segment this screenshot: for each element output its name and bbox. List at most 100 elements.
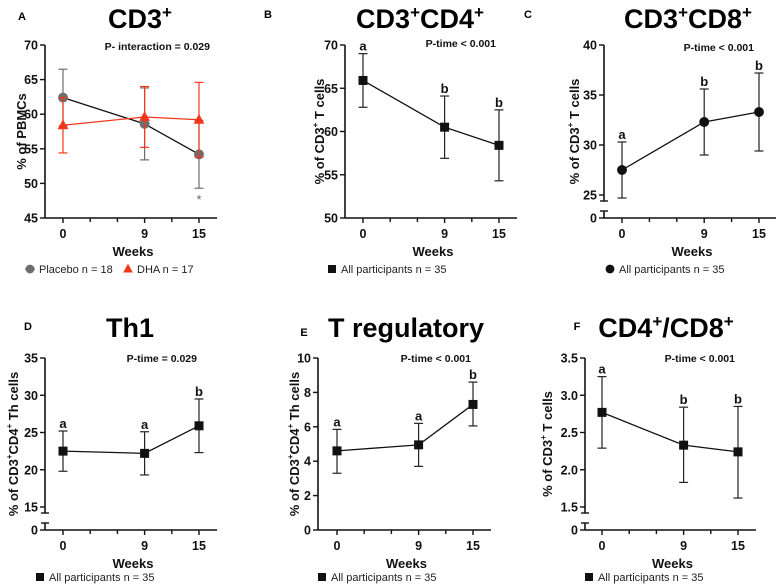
y-tick-label: 2.5 (561, 426, 578, 440)
y-tick-label: 40 (583, 39, 597, 53)
y-tick-label: 70 (324, 39, 338, 53)
significance-letter: b (469, 367, 477, 382)
significance-letter: a (141, 417, 149, 432)
y-tick-label: 30 (583, 139, 597, 153)
y-tick-label: 1.5 (561, 501, 578, 515)
data-point (358, 75, 368, 85)
y-tick-label: 0 (31, 524, 38, 538)
x-axis-title: Weeks (413, 244, 454, 259)
legend-item: All participants n = 35 (36, 572, 154, 584)
data-point (139, 111, 150, 121)
y-tick-label: 20 (24, 463, 38, 477)
legend-label: All participants n = 35 (598, 572, 703, 584)
y-tick-label: 0 (304, 524, 311, 538)
data-point (57, 119, 69, 130)
data-point (597, 407, 607, 417)
y-tick-label: 70 (24, 39, 38, 53)
significance-letter: a (618, 127, 626, 142)
y-tick-label: 10 (297, 352, 311, 366)
x-tick-label: 9 (415, 539, 422, 553)
significance-letter: b (734, 391, 742, 406)
significance-letter: b (700, 74, 708, 89)
series-line (336, 403, 474, 452)
legend-marker-circle-icon (605, 264, 615, 274)
legend-marker-square-icon (36, 573, 44, 581)
y-axis-title: % of CD3+ T cells (311, 79, 327, 185)
x-tick-label: 0 (60, 539, 67, 553)
series-dha (57, 81, 205, 158)
x-tick-label: 9 (141, 539, 148, 553)
p-value-annotation: P-time = 0.029 (127, 353, 197, 365)
x-tick-label: 9 (441, 227, 448, 241)
p-value-annotation: P- interaction = 0.029 (105, 41, 210, 53)
panel-title: CD3+ (108, 3, 172, 34)
panel-title: CD3+CD4+ (356, 3, 484, 34)
series-all (332, 381, 478, 474)
x-tick-label: 9 (141, 227, 148, 241)
panel-letter: A (18, 11, 26, 23)
legend-item: All participants n = 35 (585, 572, 703, 584)
y-tick-label: 0 (590, 212, 597, 226)
panel-title: T regulatory (328, 313, 484, 343)
y-tick-label: 25 (24, 426, 38, 440)
data-point (440, 122, 450, 132)
p-value-annotation: P-time < 0.001 (426, 38, 496, 50)
series-line (62, 116, 200, 126)
data-point (494, 140, 504, 150)
significance-letter: a (59, 416, 67, 431)
y-tick-label: 8 (304, 386, 311, 400)
x-tick-label: 15 (752, 227, 766, 241)
panel-e: E T regulatory 0 2 4 6 8 10 0 9 15 Weeks % of CD3+CD… (286, 313, 491, 584)
legend-item: All participants n = 35 (318, 572, 436, 584)
legend-label: All participants n = 35 (49, 572, 154, 584)
legend-label: DHA n = 17 (137, 264, 194, 276)
panel-title: Th1 (106, 313, 154, 343)
data-point (58, 446, 68, 456)
y-tick-label: 45 (24, 212, 38, 226)
panel-c: C CD3+CD8+ 0 25 30 35 40 0 9 15 Weeks % of CD3+ T c… (524, 3, 776, 276)
x-axis-title: Weeks (113, 556, 154, 571)
legend-label: All participants n = 35 (341, 264, 446, 276)
legend-marker-triangle-icon (123, 263, 133, 273)
significance-asterisk: * (196, 192, 201, 207)
significance-letter: a (333, 414, 341, 429)
panel-letter: E (300, 327, 307, 339)
x-axis-title: Weeks (386, 556, 427, 571)
legend-item: All participants n = 35 (328, 264, 446, 276)
panel-letter: B (264, 9, 272, 21)
y-tick-label: 25 (583, 189, 597, 203)
data-point (754, 107, 764, 117)
data-point (468, 399, 478, 409)
y-tick-label: 6 (304, 420, 311, 434)
x-axis-title: Weeks (672, 244, 713, 259)
significance-letter: a (359, 39, 367, 54)
data-point (193, 113, 205, 124)
legend-label: All participants n = 35 (331, 572, 436, 584)
series-line (62, 425, 200, 455)
x-tick-label: 9 (701, 227, 708, 241)
data-point (414, 440, 424, 450)
legend-item: All participants n = 35 (605, 264, 724, 276)
y-tick-label: 2 (304, 489, 311, 503)
x-tick-label: 0 (360, 227, 367, 241)
panel-letter: C (524, 9, 532, 21)
data-point (679, 440, 689, 450)
legend-item: DHA n = 17 (123, 263, 194, 276)
series-all (58, 398, 204, 476)
y-tick-label: 55 (24, 142, 38, 156)
data-point (617, 165, 627, 175)
data-point (194, 421, 204, 431)
legend-label: Placebo n = 18 (39, 264, 113, 276)
data-point (699, 117, 710, 127)
significance-letter: b (441, 81, 449, 96)
panel-f: F CD4+/CD8+ 0 1.5 2.0 2.5 3.0 3.5 0 9 15 Weeks % of … (539, 312, 756, 584)
y-tick-label: 30 (24, 389, 38, 403)
x-tick-label: 0 (60, 227, 67, 241)
x-tick-label: 15 (492, 227, 506, 241)
legend-marker-square-icon (585, 573, 593, 581)
legend-marker-square-icon (318, 573, 326, 581)
series-all (617, 72, 764, 199)
p-value-annotation: P-time < 0.001 (665, 353, 735, 365)
y-tick-label: 50 (24, 177, 38, 191)
